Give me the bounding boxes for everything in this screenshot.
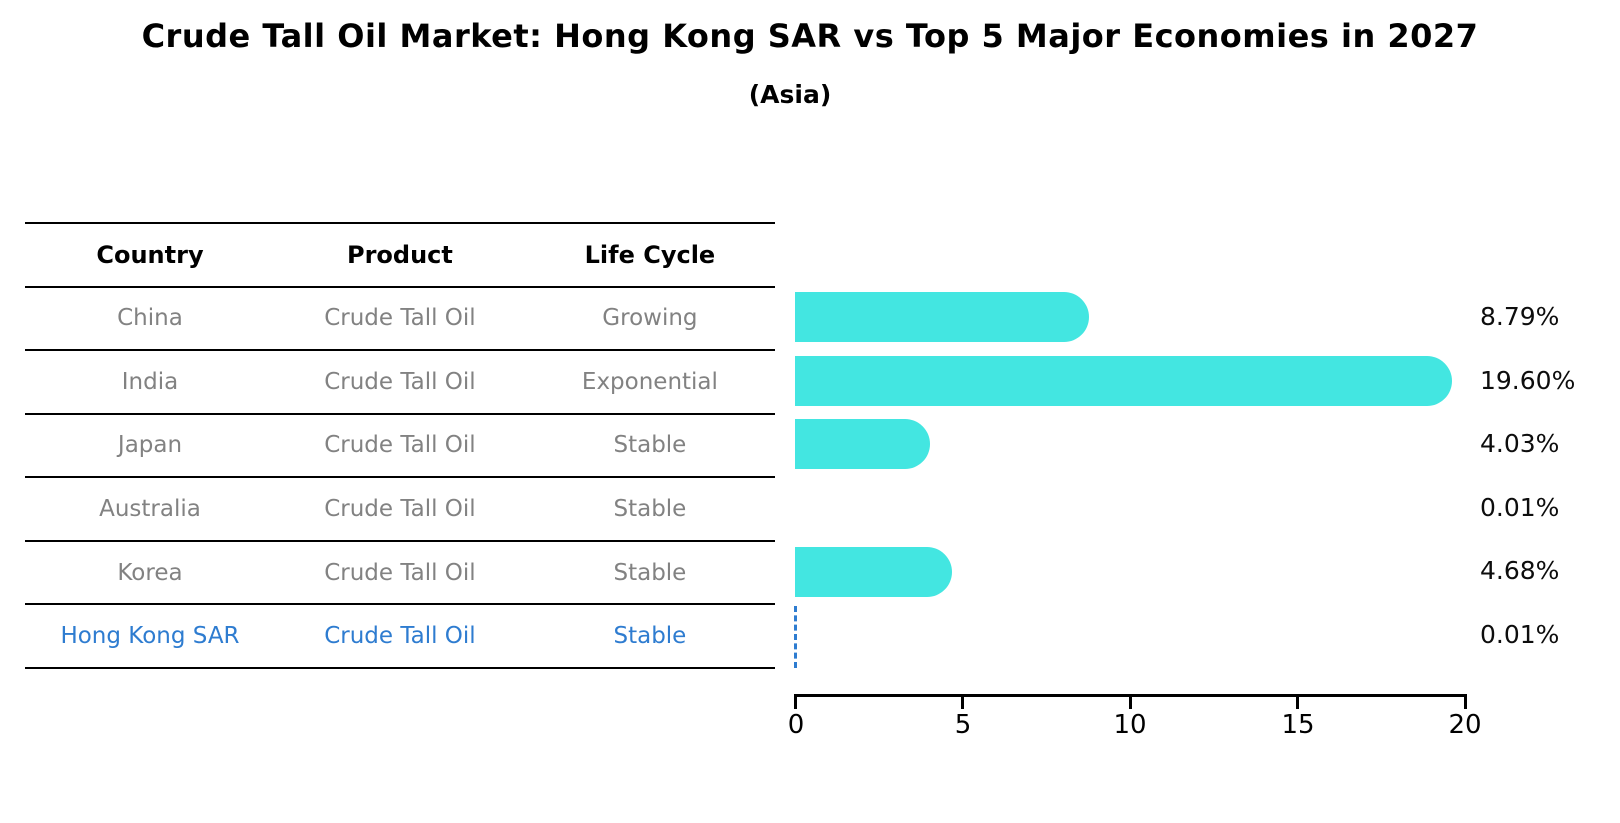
x-tick <box>1464 697 1467 709</box>
table-row: China Crude Tall Oil Growing <box>25 288 775 352</box>
bar-japan <box>795 419 930 469</box>
table-row: Korea Crude Tall Oil Stable <box>25 542 775 606</box>
cell-country: Australia <box>99 496 201 523</box>
table-row: Australia Crude Tall Oil Stable <box>25 478 775 542</box>
bar-chart <box>794 222 1465 668</box>
page-subtitle: (Asia) <box>748 80 832 109</box>
x-tick <box>1129 697 1132 709</box>
bar-india <box>795 356 1452 406</box>
page-title: Crude Tall Oil Market: Hong Kong SAR vs … <box>141 17 1479 55</box>
cell-country: Hong Kong SAR <box>60 623 240 650</box>
x-tick-label: 5 <box>954 710 972 740</box>
bar-korea <box>795 547 952 597</box>
cell-product: Crude Tall Oil <box>324 368 476 395</box>
value-label-china: 8.79% <box>1480 302 1560 331</box>
cell-country: Korea <box>117 559 183 586</box>
cell-life-cycle: Growing <box>602 305 698 332</box>
value-label-australia: 0.01% <box>1480 493 1560 522</box>
table-row: Japan Crude Tall Oil Stable <box>25 415 775 479</box>
x-axis-line <box>794 694 1467 697</box>
cell-life-cycle: Stable <box>613 623 687 650</box>
data-table: Country Product Life Cycle China Crude T… <box>25 222 775 669</box>
cell-product: Crude Tall Oil <box>324 559 476 586</box>
x-tick-label: 15 <box>1281 710 1315 740</box>
x-tick-label: 20 <box>1448 710 1482 740</box>
cell-life-cycle: Stable <box>613 496 687 523</box>
cell-life-cycle: Stable <box>613 432 687 459</box>
cell-product: Crude Tall Oil <box>324 305 476 332</box>
hong-kong-zero-dashed-line <box>794 606 797 668</box>
value-label-hong-kong: 0.01% <box>1480 620 1560 649</box>
cell-product: Crude Tall Oil <box>324 432 476 459</box>
value-label-korea: 4.68% <box>1480 556 1560 585</box>
table-header-row: Country Product Life Cycle <box>25 224 775 288</box>
header-cell-country: Country <box>96 240 204 269</box>
x-tick <box>1296 697 1299 709</box>
x-tick <box>961 697 964 709</box>
x-tick <box>794 697 797 709</box>
table-row: India Crude Tall Oil Exponential <box>25 351 775 415</box>
x-tick-label: 0 <box>787 710 805 740</box>
x-tick-label: 10 <box>1113 710 1147 740</box>
header-cell-product: Product <box>347 240 453 269</box>
table-row-highlighted-hong-kong: Hong Kong SAR Crude Tall Oil Stable <box>25 605 775 669</box>
header-cell-life-cycle: Life Cycle <box>584 240 716 269</box>
cell-country: Japan <box>117 432 183 459</box>
value-label-japan: 4.03% <box>1480 429 1560 458</box>
bar-china <box>795 292 1090 342</box>
cell-product: Crude Tall Oil <box>324 496 476 523</box>
value-label-india: 19.60% <box>1480 366 1576 395</box>
cell-life-cycle: Exponential <box>581 368 718 395</box>
cell-product: Crude Tall Oil <box>324 623 476 650</box>
cell-country: China <box>117 305 183 332</box>
cell-country: India <box>121 368 179 395</box>
cell-life-cycle: Stable <box>613 559 687 586</box>
